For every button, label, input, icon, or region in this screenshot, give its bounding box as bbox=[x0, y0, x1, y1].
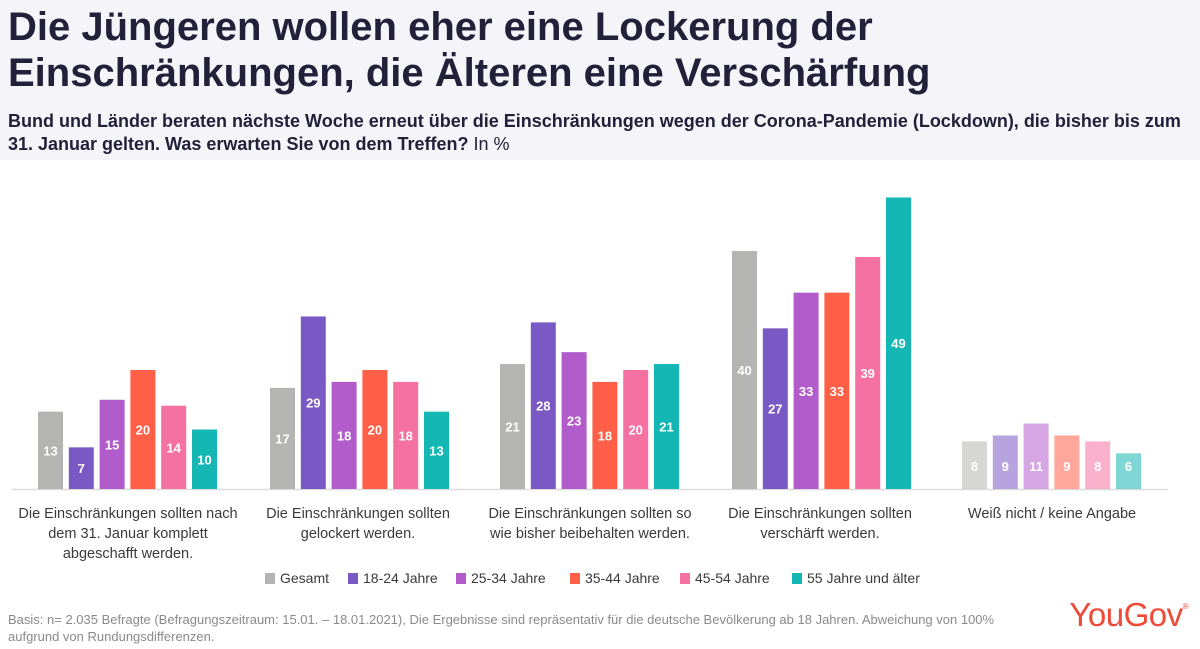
legend-label: 25-34 Jahre bbox=[471, 570, 546, 586]
bar bbox=[732, 251, 757, 489]
bar bbox=[992, 435, 1018, 489]
category-label-line: gelockert werden. bbox=[301, 526, 415, 542]
data-label: 33 bbox=[799, 384, 813, 399]
bar bbox=[530, 322, 556, 489]
bar bbox=[962, 441, 987, 489]
data-label: 11 bbox=[1029, 459, 1043, 474]
bar bbox=[161, 405, 187, 489]
category-label-line: dem 31. Januar komplett bbox=[48, 526, 208, 542]
bar bbox=[623, 370, 649, 489]
data-label: 21 bbox=[659, 420, 673, 435]
data-label: 17 bbox=[275, 431, 289, 446]
chart-title: Die Jüngeren wollen eher eine Lockerung … bbox=[8, 5, 931, 95]
legend-swatch bbox=[792, 573, 802, 584]
bar bbox=[1116, 453, 1141, 489]
bar bbox=[1085, 441, 1111, 489]
bar bbox=[393, 381, 419, 489]
bar bbox=[130, 370, 156, 489]
bar bbox=[38, 411, 63, 489]
legend-label: 45-54 Jahre bbox=[695, 570, 770, 586]
category-label: Die Einschränkungen sollten gelockert wer… bbox=[266, 506, 450, 542]
category-label-line: Weiß nicht / keine Angabe bbox=[968, 506, 1136, 522]
bar bbox=[654, 364, 679, 489]
data-label: 18 bbox=[398, 428, 412, 443]
data-label: 8 bbox=[1094, 459, 1101, 474]
category-label: Die Einschränkungen sollten verschärft we… bbox=[728, 506, 912, 542]
category-label-line: abgeschafft werden. bbox=[63, 546, 193, 562]
data-label: 14 bbox=[166, 440, 181, 455]
legend-swatch bbox=[348, 573, 358, 584]
footer-note: Basis: n= 2.035 Befragte (Befragungszeit… bbox=[8, 612, 995, 644]
data-label: 20 bbox=[368, 423, 382, 438]
category-label: Die Einschränkungen sollten nach dem 31. … bbox=[18, 506, 237, 562]
unit-label: In % bbox=[473, 134, 510, 154]
yougov-logo: YouGov® bbox=[1069, 596, 1188, 634]
bar bbox=[762, 328, 788, 489]
bar bbox=[855, 256, 881, 489]
legend-swatch bbox=[265, 573, 275, 584]
data-label: 6 bbox=[1125, 459, 1132, 474]
data-label: 8 bbox=[971, 459, 978, 474]
legend-label: Gesamt bbox=[280, 570, 329, 586]
data-label: 49 bbox=[891, 336, 905, 351]
data-label: 40 bbox=[737, 363, 751, 378]
legend-label: 18-24 Jahre bbox=[363, 570, 438, 586]
data-label: 20 bbox=[628, 423, 642, 438]
legend-label: 35-44 Jahre bbox=[585, 570, 660, 586]
bar bbox=[824, 292, 850, 489]
category-label-line: Die Einschränkungen sollten nach bbox=[18, 506, 237, 522]
legend-swatch bbox=[456, 573, 466, 584]
bar bbox=[793, 292, 819, 489]
header-band: Die Jüngeren wollen eher eine Lockerung … bbox=[0, 0, 1200, 160]
data-label: 9 bbox=[1002, 459, 1009, 474]
bar bbox=[886, 197, 911, 489]
data-label: 15 bbox=[105, 437, 119, 452]
category-label-line: verschärft werden. bbox=[760, 526, 879, 542]
data-label: 21 bbox=[505, 420, 519, 435]
data-label: 29 bbox=[306, 396, 320, 411]
category-label-line: wie bisher beibehalten werden. bbox=[489, 526, 690, 542]
bar bbox=[300, 316, 326, 489]
chart-subtitle: Bund und Länder beraten nächste Woche er… bbox=[8, 110, 1193, 156]
data-label: 18 bbox=[337, 428, 351, 443]
data-label: 13 bbox=[429, 443, 443, 458]
legend-label: 55 Jahre und älter bbox=[807, 570, 920, 586]
bar bbox=[331, 381, 357, 489]
bar-chart: 13 7 15 20 14 10 Die Einschränkungen sollten n… bbox=[12, 197, 1168, 586]
data-label: 28 bbox=[536, 399, 550, 414]
bar bbox=[270, 387, 295, 489]
bar bbox=[362, 370, 388, 489]
data-label: 39 bbox=[860, 366, 874, 381]
data-label: 27 bbox=[768, 402, 782, 417]
bar bbox=[68, 447, 94, 489]
data-label: 10 bbox=[197, 452, 211, 467]
data-label: 13 bbox=[43, 443, 57, 458]
legend-swatch bbox=[570, 573, 580, 584]
category-label: Die Einschränkungen sollten so wie bisher… bbox=[488, 506, 691, 542]
logo-text: YouGov bbox=[1069, 596, 1183, 633]
data-label: 20 bbox=[136, 423, 150, 438]
category-label: Weiß nicht / keine Angabe bbox=[968, 506, 1136, 522]
survey-question: Bund und Länder beraten nächste Woche er… bbox=[8, 111, 1181, 154]
category-label-line: Die Einschränkungen sollten bbox=[728, 506, 912, 522]
category-label-line: Die Einschränkungen sollten bbox=[266, 506, 450, 522]
registered-mark: ® bbox=[1182, 602, 1189, 611]
data-label: 9 bbox=[1063, 459, 1070, 474]
data-label: 23 bbox=[567, 414, 581, 429]
bar bbox=[192, 429, 217, 489]
data-label: 33 bbox=[830, 384, 844, 399]
data-label: 18 bbox=[598, 428, 612, 443]
bar bbox=[1023, 423, 1049, 489]
bar bbox=[561, 352, 587, 489]
bar bbox=[500, 364, 525, 489]
bar bbox=[424, 411, 449, 489]
category-label-line: Die Einschränkungen sollten so bbox=[488, 506, 691, 522]
bar bbox=[592, 381, 618, 489]
legend-swatch bbox=[680, 573, 690, 584]
bar bbox=[1054, 435, 1080, 489]
bar bbox=[99, 399, 125, 489]
data-label: 7 bbox=[78, 461, 85, 476]
